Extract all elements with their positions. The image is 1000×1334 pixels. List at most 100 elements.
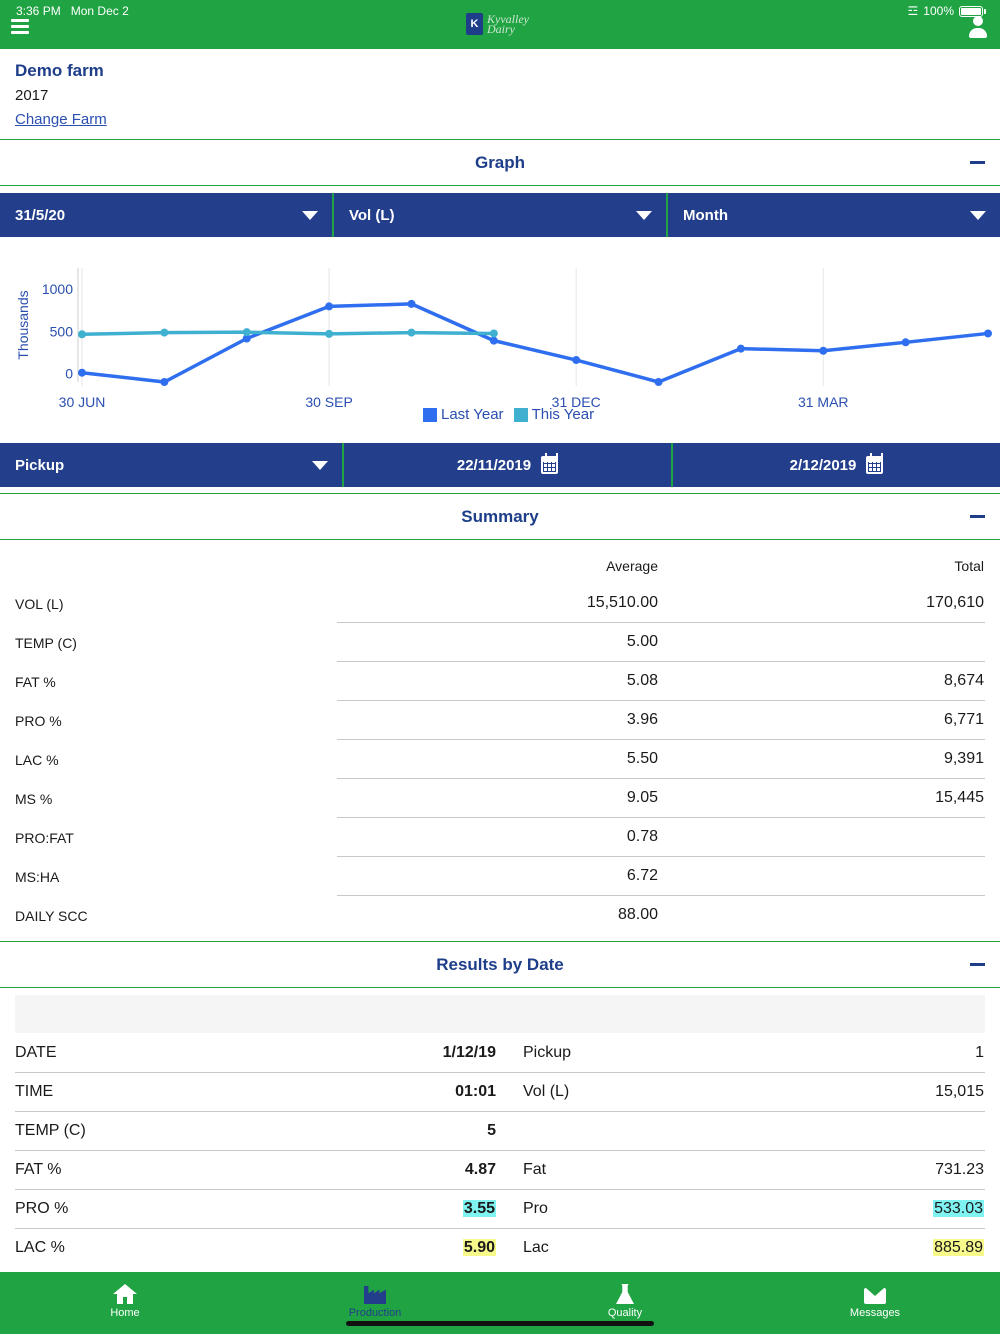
result-row: PRO % 3.55 Pro 533.03 <box>15 1190 985 1229</box>
data-point <box>901 338 910 347</box>
farm-year: 2017 <box>15 87 49 104</box>
y-tick-label: 1000 <box>42 281 73 297</box>
summary-row-label: PRO % <box>15 713 62 729</box>
summary-row-label: MS % <box>15 791 53 807</box>
tab-quality[interactable]: Quality <box>500 1272 750 1334</box>
tab-production[interactable]: Production <box>250 1272 500 1334</box>
volume-line-chart: 1000 500 0 Thousands 30 JUN 30 SEP 31 DEC 31 MA… <box>15 268 992 410</box>
type-select[interactable]: Pickup <box>0 443 344 487</box>
y-tick-label: 500 <box>50 323 74 339</box>
metric-select-value: Vol (L) <box>349 206 395 224</box>
summary-row: PRO % 3.96 6,771 <box>15 701 985 740</box>
data-point <box>325 329 334 338</box>
data-point <box>325 302 334 311</box>
status-clock: 3:36 PM Mon Dec 2 <box>16 4 129 18</box>
summary-row-total: 9,391 <box>943 750 984 767</box>
result-value-secondary-text: 533.03 <box>933 1200 984 1217</box>
result-value: 4.87 <box>315 1161 496 1179</box>
data-point <box>78 330 86 339</box>
chevron-down-icon <box>302 211 318 220</box>
summary-row-label: VOL (L) <box>15 596 64 612</box>
graph-collapse-button[interactable] <box>970 161 985 164</box>
period-select[interactable]: Month <box>668 193 1000 237</box>
from-date-picker[interactable]: 22/11/2019 <box>344 443 673 487</box>
summary-row-total: 6,771 <box>943 711 984 728</box>
metric-select[interactable]: Vol (L) <box>334 193 668 237</box>
summary-row-average: 5.00 <box>626 633 658 650</box>
summary-row-average: 15,510.00 <box>586 594 658 611</box>
data-point <box>242 328 251 337</box>
status-time: 3:36 PM <box>16 4 61 18</box>
data-point <box>78 368 86 377</box>
result-label: TIME <box>15 1083 54 1100</box>
chevron-down-icon <box>636 211 652 220</box>
result-label: PRO % <box>15 1200 69 1217</box>
summary-section-header[interactable]: Summary <box>0 493 1000 540</box>
x-tick-label: 31 MAR <box>798 394 849 410</box>
tab-home-label: Home <box>110 1307 140 1319</box>
data-point <box>736 344 745 353</box>
data-point <box>407 328 416 337</box>
summary-row: FAT % 5.08 8,674 <box>15 662 985 701</box>
menu-icon[interactable] <box>11 19 29 34</box>
result-value: 3.55 <box>315 1200 496 1218</box>
result-label: FAT % <box>15 1161 62 1178</box>
wifi-icon: ☲ <box>907 4 919 18</box>
result-value-secondary: 731.23 <box>935 1161 984 1179</box>
user-icon[interactable] <box>968 16 988 38</box>
data-point <box>984 329 992 338</box>
result-value-secondary-text: 1 <box>975 1044 984 1061</box>
graph-selector-bar: 31/5/20 Vol (L) Month <box>0 193 1000 237</box>
results-section-header[interactable]: Results by Date <box>0 941 1000 988</box>
data-point <box>160 378 169 386</box>
summary-row-average: 9.05 <box>626 789 658 806</box>
result-value-text: 3.55 <box>462 1200 496 1217</box>
battery-tip <box>984 8 986 14</box>
summary-row-average: 5.08 <box>626 672 658 689</box>
date-select[interactable]: 31/5/20 <box>0 193 334 237</box>
summary-row-average: 3.96 <box>626 711 658 728</box>
row-divider <box>337 817 985 818</box>
battery-percent: 100% <box>923 4 954 18</box>
summary-row-average: 88.00 <box>617 906 658 923</box>
legend-item-last-year[interactable]: Last Year <box>423 406 504 423</box>
summary-row: DAILY SCC 88.00 <box>15 896 985 935</box>
results-header-band <box>15 995 985 1033</box>
summary-row-total: 8,674 <box>943 672 984 689</box>
flask-icon <box>616 1284 634 1304</box>
to-date-value: 2/12/2019 <box>789 456 857 474</box>
x-tick-label: 30 JUN <box>59 394 106 410</box>
tab-messages[interactable]: Messages <box>750 1272 1000 1334</box>
summary-row-average: 5.50 <box>626 750 658 767</box>
from-date-value: 22/11/2019 <box>456 456 532 474</box>
chart-legend: Last Year This Year <box>423 406 594 423</box>
to-date-picker[interactable]: 2/12/2019 <box>673 443 1000 487</box>
row-divider <box>337 700 985 701</box>
summary-row-label: FAT % <box>15 674 56 690</box>
summary-col-total: Total <box>954 558 984 574</box>
row-divider <box>337 778 985 779</box>
results-section-title: Results by Date <box>436 954 564 974</box>
calendar-icon <box>541 453 559 474</box>
result-value-secondary-text: 885.89 <box>933 1239 984 1256</box>
date-select-value: 31/5/20 <box>15 206 66 224</box>
data-point <box>489 336 498 345</box>
data-point <box>160 328 169 337</box>
legend-swatch-this-year <box>513 407 528 422</box>
summary-section-title: Summary <box>461 506 539 526</box>
summary-collapse-button[interactable] <box>970 515 985 518</box>
change-farm-link[interactable]: Change Farm <box>15 111 107 128</box>
tab-quality-label: Quality <box>607 1307 643 1319</box>
row-divider <box>337 856 985 857</box>
tab-home[interactable]: Home <box>0 1272 250 1334</box>
legend-item-this-year[interactable]: This Year <box>513 406 594 423</box>
result-value-text: 4.87 <box>464 1161 496 1178</box>
result-value-text: 01:01 <box>455 1083 496 1100</box>
results-collapse-button[interactable] <box>970 963 985 966</box>
result-row: DATE 1/12/19 Pickup 1 <box>15 1034 985 1073</box>
home-icon <box>113 1284 137 1304</box>
chevron-down-icon <box>312 461 328 470</box>
y-tick-label: 0 <box>65 366 73 382</box>
graph-section-header[interactable]: Graph <box>0 139 1000 186</box>
summary-row-label: DAILY SCC <box>15 908 88 924</box>
